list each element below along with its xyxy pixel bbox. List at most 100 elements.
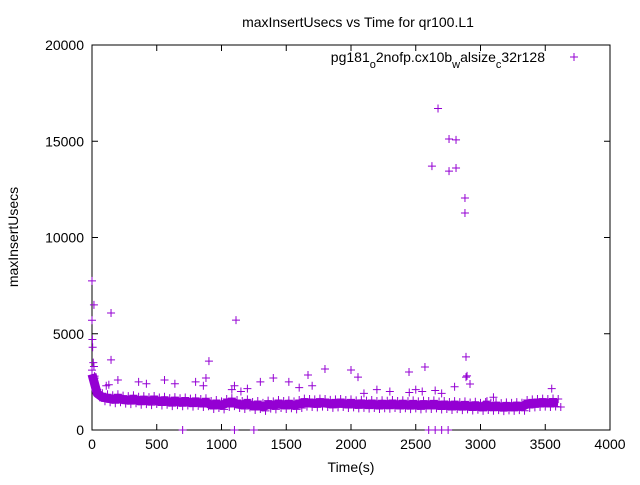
data-point bbox=[295, 383, 304, 392]
data-point bbox=[372, 385, 381, 394]
data-point bbox=[269, 397, 278, 406]
data-point bbox=[233, 396, 242, 405]
data-point bbox=[461, 352, 470, 361]
data-point bbox=[403, 397, 412, 406]
data-point bbox=[258, 398, 267, 407]
data-point bbox=[450, 382, 459, 391]
data-point bbox=[256, 377, 265, 386]
data-point bbox=[209, 404, 218, 413]
data-point bbox=[93, 385, 102, 394]
data-point bbox=[435, 397, 444, 406]
legend-label-part: 32r128 bbox=[501, 49, 545, 65]
data-point bbox=[437, 389, 446, 398]
data-point bbox=[359, 403, 368, 412]
data-point bbox=[207, 396, 216, 405]
data-point bbox=[372, 396, 381, 405]
data-point bbox=[240, 404, 249, 413]
x-axis-label: Time(s) bbox=[328, 459, 375, 475]
data-point bbox=[95, 393, 104, 402]
data-point bbox=[499, 407, 508, 416]
data-point bbox=[352, 396, 361, 405]
data-point bbox=[295, 396, 304, 405]
data-point bbox=[461, 373, 470, 382]
data-point bbox=[370, 404, 379, 413]
data-point bbox=[460, 194, 469, 203]
data-point bbox=[336, 395, 345, 404]
data-point bbox=[411, 404, 420, 413]
legend-plus-icon bbox=[570, 53, 578, 61]
data-point bbox=[476, 398, 485, 407]
data-point bbox=[354, 404, 363, 413]
data-point bbox=[170, 393, 179, 402]
data-point bbox=[222, 395, 231, 404]
legend-label-part: 2nofp.cx10b bbox=[376, 49, 452, 65]
data-point bbox=[121, 399, 130, 408]
data-point bbox=[108, 391, 117, 400]
x-tick-label: 0 bbox=[88, 436, 96, 452]
data-point bbox=[466, 398, 475, 407]
data-point bbox=[349, 403, 358, 412]
data-point bbox=[388, 396, 397, 405]
data-point bbox=[191, 377, 200, 386]
data-point bbox=[232, 316, 241, 325]
data-point bbox=[204, 402, 213, 411]
data-point bbox=[104, 380, 113, 389]
data-point bbox=[88, 335, 97, 344]
legend-label: pg181o2nofp.cx10bwalsizec32r128 bbox=[331, 49, 545, 71]
data-point bbox=[357, 395, 366, 404]
data-point bbox=[525, 404, 534, 413]
data-point bbox=[445, 397, 454, 406]
data-point bbox=[416, 405, 425, 414]
data-point bbox=[157, 401, 166, 410]
data-point bbox=[471, 397, 480, 406]
data-point bbox=[556, 403, 565, 412]
data-point bbox=[502, 398, 511, 407]
data-point bbox=[88, 366, 96, 375]
data-point bbox=[129, 391, 138, 400]
data-point bbox=[510, 406, 519, 415]
data-point bbox=[126, 400, 135, 409]
data-point bbox=[230, 426, 239, 434]
data-point bbox=[543, 395, 552, 404]
data-point bbox=[473, 405, 482, 414]
legend-marker bbox=[570, 53, 578, 61]
data-point bbox=[347, 365, 355, 374]
data-point bbox=[173, 401, 182, 410]
data-point bbox=[429, 396, 438, 405]
data-point bbox=[512, 398, 521, 407]
data-point bbox=[271, 405, 280, 414]
data-point bbox=[89, 358, 98, 367]
data-point bbox=[450, 397, 459, 406]
data-point bbox=[411, 385, 420, 394]
legend-label-part: c bbox=[496, 59, 502, 71]
data-point bbox=[147, 401, 156, 410]
data-point bbox=[170, 379, 179, 388]
data-point bbox=[245, 403, 254, 412]
data-point bbox=[546, 403, 555, 412]
data-point bbox=[176, 394, 185, 403]
data-point bbox=[460, 397, 469, 406]
data-series bbox=[87, 104, 565, 434]
data-point bbox=[460, 209, 469, 218]
data-point bbox=[142, 400, 151, 409]
data-point bbox=[178, 402, 187, 411]
data-point bbox=[401, 404, 410, 413]
data-point bbox=[424, 396, 433, 405]
data-point bbox=[339, 403, 348, 412]
data-point bbox=[189, 402, 198, 411]
data-point bbox=[385, 404, 394, 413]
data-point bbox=[243, 384, 252, 393]
data-point bbox=[88, 276, 96, 285]
data-point bbox=[106, 398, 115, 407]
data-point bbox=[160, 392, 169, 401]
data-point bbox=[155, 393, 164, 402]
data-point bbox=[466, 379, 475, 388]
data-point bbox=[517, 398, 526, 407]
data-point bbox=[178, 426, 187, 434]
axis-ticks: 0 500 1000 1500 2000 2500 3000 3500 4000 0 5000 100… bbox=[45, 37, 626, 452]
x-tick-label: 4000 bbox=[594, 436, 625, 452]
legend-label-part: o bbox=[370, 59, 376, 71]
data-point bbox=[313, 403, 322, 412]
data-point bbox=[168, 402, 177, 411]
y-tick-label: 0 bbox=[76, 422, 84, 438]
